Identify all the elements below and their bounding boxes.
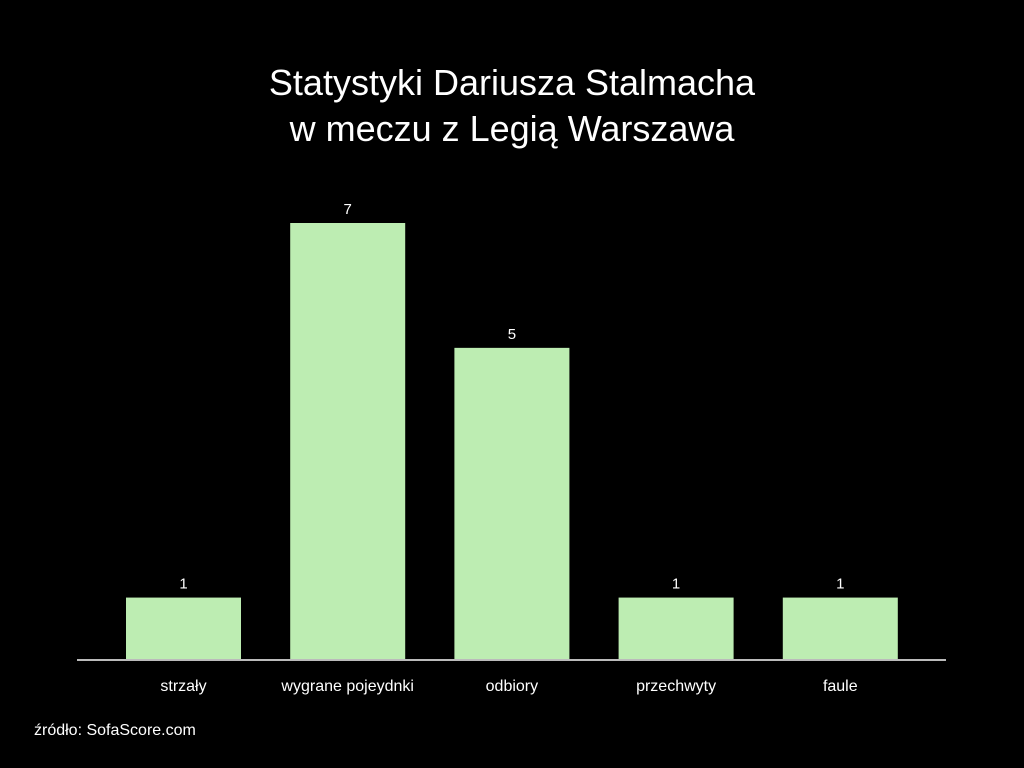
bar-0 xyxy=(126,597,241,660)
data-label-0: 1 xyxy=(179,576,187,593)
data-label-2: 5 xyxy=(508,326,516,343)
x-tick-label-1: wygrane pojeydnki xyxy=(280,678,414,695)
source-note: źródło: SofaScore.com xyxy=(34,722,196,739)
x-tick-label-4: faule xyxy=(823,678,858,695)
x-tick-label-2: odbiory xyxy=(486,678,538,695)
bar-2 xyxy=(454,347,570,660)
bar-1 xyxy=(290,223,406,660)
data-label-4: 1 xyxy=(836,576,844,593)
data-label-3: 1 xyxy=(672,576,680,593)
x-tick-label-3: przechwyty xyxy=(636,678,716,695)
bar-4 xyxy=(782,597,898,660)
chart-title-line-1: Statystyki Dariusza Stalmacha xyxy=(268,62,756,103)
chart-title-line-2: w meczu z Legią Warszawa xyxy=(289,108,735,149)
bar-3 xyxy=(618,597,734,660)
data-label-1: 7 xyxy=(344,201,352,218)
x-tick-label-0: strzały xyxy=(160,678,206,695)
chart-title: Statystyki Dariusza Stalmacha w meczu z … xyxy=(0,60,1024,152)
